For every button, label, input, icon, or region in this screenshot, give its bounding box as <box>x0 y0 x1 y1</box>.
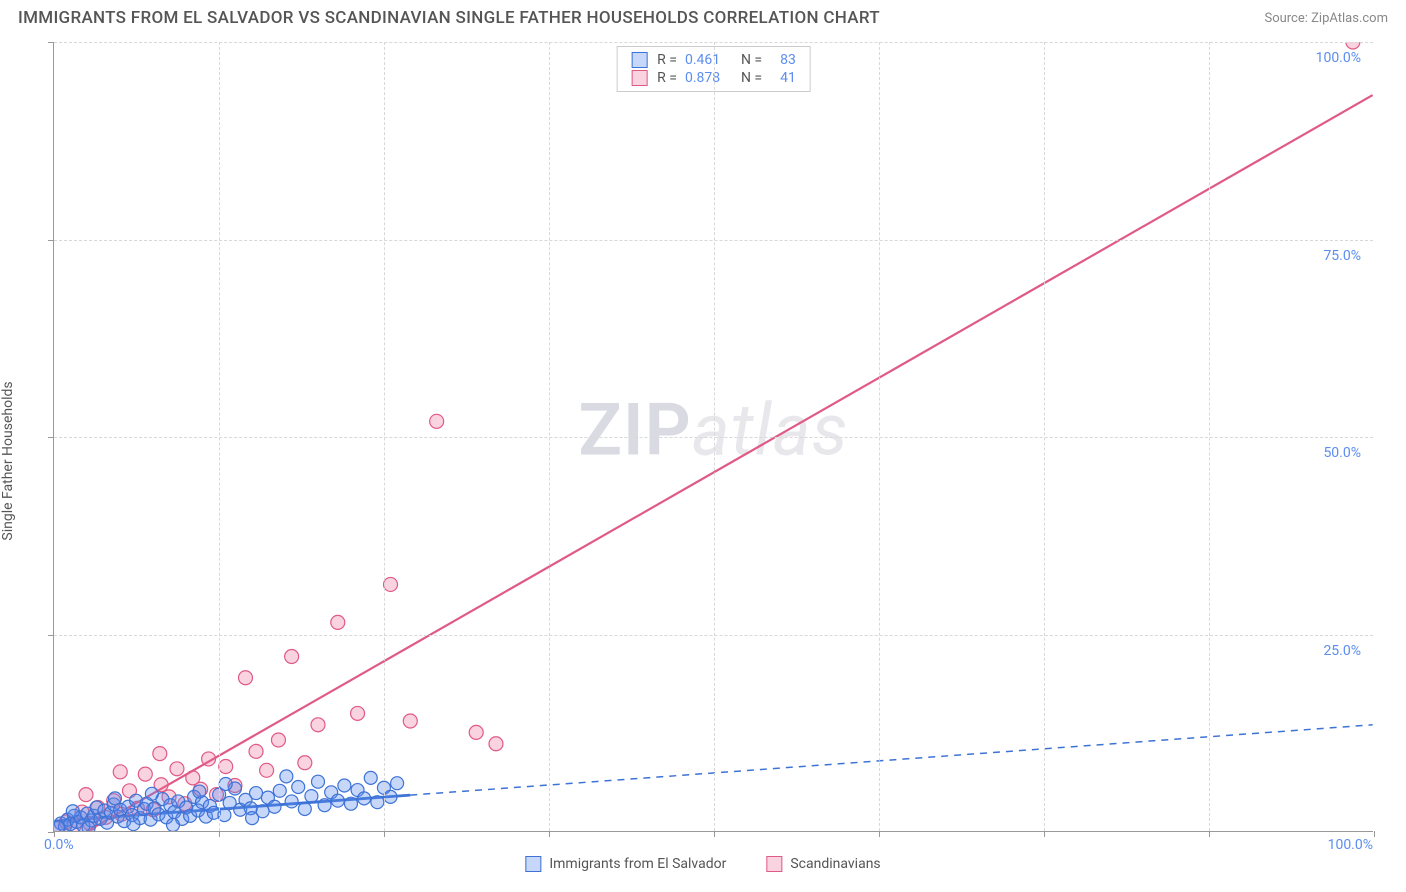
y-tick-label: 50.0% <box>1323 445 1361 461</box>
swatch-pink <box>631 70 647 86</box>
chart-container: Single Father Households ZIPatlas R = 0.… <box>18 42 1388 880</box>
legend-label-pink: Scandinavians <box>790 856 880 872</box>
legend-item-pink: Scandinavians <box>766 856 880 872</box>
n-value-pink: 41 <box>780 70 796 86</box>
source-label: Source: ZipAtlas.com <box>1264 11 1388 26</box>
chart-title: IMMIGRANTS FROM EL SALVADOR VS SCANDINAV… <box>18 8 880 28</box>
swatch-blue-icon <box>525 856 541 872</box>
y-tick-label: 75.0% <box>1323 248 1361 264</box>
r-value-blue: 0.461 <box>685 52 731 68</box>
bottom-legend: Immigrants from El Salvador Scandinavian… <box>525 856 880 872</box>
y-tick-label: 25.0% <box>1323 643 1361 659</box>
x-tick-label-min: 0.0% <box>44 837 74 853</box>
legend-item-blue: Immigrants from El Salvador <box>525 856 726 872</box>
swatch-pink-icon <box>766 856 782 872</box>
n-label: N = <box>741 70 762 86</box>
n-value-blue: 83 <box>780 52 796 68</box>
watermark-atlas: atlas <box>692 387 849 472</box>
y-axis-label: Single Father Households <box>0 381 16 540</box>
title-bar: IMMIGRANTS FROM EL SALVADOR VS SCANDINAV… <box>0 0 1406 38</box>
y-tick-label: 100.0% <box>1316 50 1361 66</box>
legend-label-blue: Immigrants from El Salvador <box>549 856 726 872</box>
r-label: R = <box>657 52 677 68</box>
r-label: R = <box>657 70 677 86</box>
plot-area: ZIPatlas R = 0.461 N = 83 R = 0.878 N = … <box>53 42 1373 832</box>
swatch-blue <box>631 52 647 68</box>
r-value-pink: 0.878 <box>685 70 731 86</box>
watermark-zip: ZIP <box>578 387 691 472</box>
x-tick-label-max: 100.0% <box>1328 837 1373 853</box>
n-label: N = <box>741 52 762 68</box>
